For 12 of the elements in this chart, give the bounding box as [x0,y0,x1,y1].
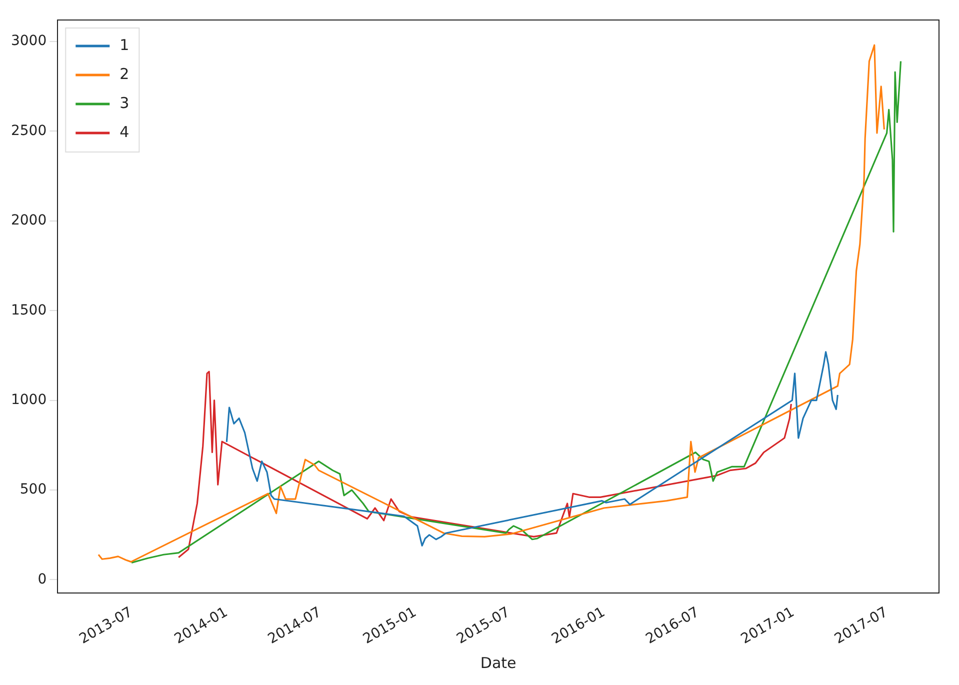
legend-label: 3 [120,94,130,112]
y-tick-label: 1000 [10,392,47,408]
legend-label: 4 [120,122,130,141]
y-tick-label: 0 [38,571,47,588]
legend-label: 1 [120,36,130,54]
y-tick-label: 500 [20,482,47,498]
y-tick-label: 2000 [10,212,47,229]
y-tick-label: 1500 [10,302,47,318]
legend-label: 2 [120,64,130,83]
y-tick-label: 2500 [10,122,47,139]
x-axis-title: Date [480,654,516,672]
y-tick-label: 3000 [10,33,47,50]
